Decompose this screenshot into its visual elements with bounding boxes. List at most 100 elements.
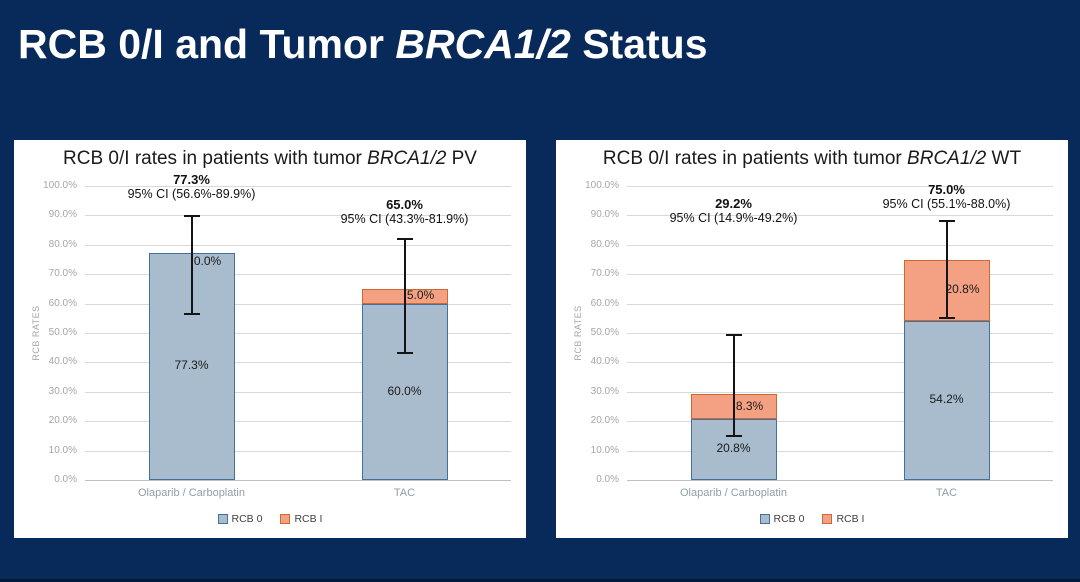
total-rate-label: 75.0% [928,182,965,198]
gridline [627,274,1053,276]
confidence-interval-label: 95% CI (55.1%-88.0%) [882,197,1011,212]
y-tick-label: 30.0% [48,385,77,397]
y-tick-label: 80.0% [590,238,619,250]
y-tick-label: 20.0% [590,415,619,427]
y-tick-label: 100.0% [585,180,619,191]
y-tick-label: 90.0% [48,209,77,221]
category-label-olaparib: Olaparib / Carboplatin [137,487,245,499]
ci-annotation: 77.3% 95% CI (56.6%-89.9%) [72,172,312,202]
chart-title-post: WT [986,148,1022,169]
legend-item-rcb0: RCB 0 [217,513,263,525]
plot-area: 0.0% 10.0% 20.0% 30.0% 40.0% 50.0% 60.0% 70.0% 8… [556,140,1068,538]
error-bar-cap-top [725,334,742,337]
y-tick-label: 40.0% [590,356,619,368]
gridline [85,333,511,334]
legend-swatch-rcb0 [217,514,228,524]
confidence-interval-label: 95% CI (14.9%-49.2%) [669,210,798,225]
legend-item-rcb1: RCB I [822,513,864,525]
chart-title-italic: BRCA1/2 [367,148,447,169]
legend-swatch-rcb0 [759,514,770,524]
error-bar-line [732,335,735,437]
legend-swatch-rcb1 [280,514,291,524]
ci-annotation: 65.0% 95% CI (43.3%-81.9%) [285,197,525,227]
legend: RCB 0 RCB I [14,513,526,525]
bar-value-label: 5.0% [406,288,435,303]
gridline [627,303,1053,305]
chart-title-post: PV [446,148,477,169]
chart-panel-brca-pv: RCB 0/I rates in patients with tumor BRC… [14,140,526,538]
legend-label-rcb0: RCB 0 [231,513,263,525]
error-bar-cap-top [183,214,200,217]
y-tick-label: 30.0% [590,385,619,397]
chart-title: RCB 0/I rates in patients with tumor BRC… [556,148,1068,170]
bar-value-label: 20.8% [945,282,980,297]
plot-area: 0.0% 10.0% 20.0% 30.0% 40.0% 50.0% 60.0% 70.0% 8… [14,140,526,538]
gridline [85,215,511,217]
gridline [85,391,511,393]
y-tick-label: 10.0% [590,444,619,456]
bar-value-label: 60.0% [387,383,422,398]
x-axis-labels: Olaparib / Carboplatin TAC [627,487,1053,499]
gridline [627,450,1053,452]
y-tick-label: 50.0% [48,327,77,338]
gridline [85,274,511,276]
total-rate-label: 77.3% [173,172,210,188]
x-axis-labels: Olaparib / Carboplatin TAC [85,487,511,499]
error-bar-cap-bottom [183,312,200,315]
chart-title-pre: RCB 0/I rates in patients with tumor [602,148,908,169]
bar-segment-rcb0 [903,320,990,480]
confidence-interval-label: 95% CI (43.3%-81.9%) [340,212,469,227]
gridline [85,362,511,364]
bar-value-label: 20.8% [716,441,751,456]
error-bar-cap-bottom [396,351,413,354]
bar-value-label: 0.0% [193,253,222,268]
gridline [85,480,511,481]
legend-label-rcb1: RCB I [836,513,865,525]
total-rate-label: 65.0% [386,197,423,213]
y-tick-label: 50.0% [590,327,619,338]
slide-title: RCB 0/I and Tumor BRCA1/2 Status [18,21,1062,67]
y-tick-label: 20.0% [48,415,77,427]
ci-annotation: 29.2% 95% CI (14.9%-49.2%) [614,196,854,226]
gridline [627,480,1053,481]
bar-value-label: 8.3% [735,398,764,413]
gridline [85,303,511,305]
chart-title-italic: BRCA1/2 [907,148,987,169]
gridline [85,421,511,423]
category-label-olaparib: Olaparib / Carboplatin [679,487,787,499]
y-tick-label: 60.0% [590,297,619,309]
category-label-tac: TAC [393,487,416,499]
gridline [85,450,511,452]
gridline [627,215,1053,217]
gridline [627,391,1053,393]
legend-label-rcb0: RCB 0 [773,513,805,525]
error-bar-line [945,221,948,318]
legend-label-rcb1: RCB I [294,513,323,525]
error-bar-cap-bottom [725,435,742,438]
legend-item-rcb1: RCB I [280,513,322,525]
error-bar-line [190,215,193,314]
total-rate-label: 29.2% [715,195,752,211]
error-bar-cap-top [938,220,955,223]
gridline [627,333,1053,334]
y-tick-label: 90.0% [590,209,619,221]
y-tick-label: 10.0% [48,444,77,456]
bar-value-label: 77.3% [174,358,209,373]
y-tick-label: 0.0% [596,474,619,485]
y-tick-label: 0.0% [54,474,77,485]
gridline [85,244,511,246]
legend-swatch-rcb1 [822,514,833,524]
y-tick-label: 60.0% [48,297,77,309]
ci-annotation: 75.0% 95% CI (55.1%-88.0%) [827,182,1067,212]
slide-title-post: Status [570,21,708,67]
error-bar-cap-top [396,238,413,241]
legend: RCB 0 RCB I [556,513,1068,525]
category-label-tac: TAC [935,487,958,499]
slide-title-pre: RCB 0/I and Tumor [18,21,396,67]
slide-bottom-edge [0,579,1080,582]
y-tick-label: 70.0% [590,268,619,280]
gridline [627,244,1053,246]
gridline [85,186,511,187]
gridline [627,421,1053,423]
gridline [627,186,1053,187]
